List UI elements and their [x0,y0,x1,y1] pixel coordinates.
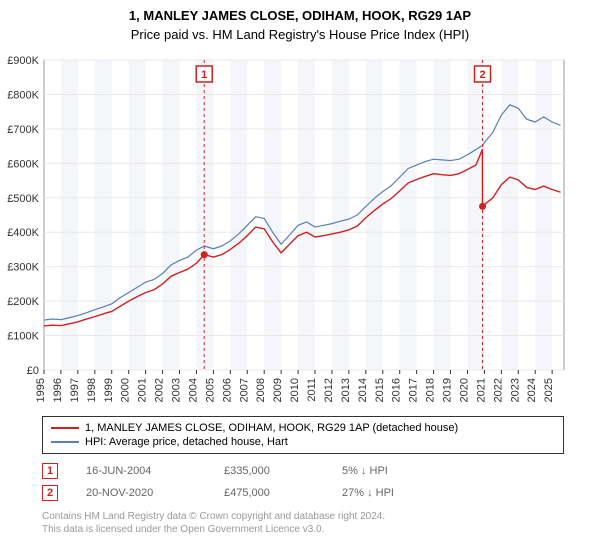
svg-text:2003: 2003 [171,378,183,402]
svg-text:2024: 2024 [526,378,538,402]
svg-text:2001: 2001 [137,378,149,402]
svg-text:2010: 2010 [289,378,301,402]
line-chart: £0 £100K £200K £300K £400K £500K £600K £700K £80… [0,50,600,410]
svg-text:2006: 2006 [221,378,233,402]
sale-price: £475,000 [224,487,314,499]
svg-text:£0: £0 [27,365,39,377]
svg-text:£700K: £700K [7,124,39,136]
sale-date: 20-NOV-2020 [86,487,196,499]
svg-text:2016: 2016 [391,378,403,402]
legend-swatch [51,427,79,429]
svg-text:2022: 2022 [492,378,504,402]
svg-text:2012: 2012 [323,378,335,402]
sale-marker-icon: 1 [42,463,58,479]
svg-text:1999: 1999 [103,378,115,402]
footer-line-1: Contains HM Land Registry data © Crown c… [42,510,564,523]
svg-text:2000: 2000 [120,378,132,402]
svg-text:£200K: £200K [7,296,39,308]
sales-table: 1 16-JUN-2004 £335,000 5% ↓ HPI 2 20-NOV-2020… [42,460,564,504]
footer-attribution: Contains HM Land Registry data © Crown c… [42,510,564,536]
svg-text:£300K: £300K [7,262,39,274]
svg-text:2023: 2023 [509,378,521,402]
sale-delta: 5% ↓ HPI [342,465,388,477]
svg-text:1995: 1995 [35,378,47,402]
svg-text:2005: 2005 [204,378,216,402]
sale-row: 1 16-JUN-2004 £335,000 5% ↓ HPI [42,460,564,482]
svg-text:2014: 2014 [357,378,369,402]
svg-text:1998: 1998 [86,378,98,402]
legend-label: 1, MANLEY JAMES CLOSE, ODIHAM, HOOK, RG2… [85,422,458,434]
svg-text:2004: 2004 [187,378,199,402]
page-subtitle: Price paid vs. HM Land Registry's House … [0,23,600,50]
svg-text:2018: 2018 [425,378,437,402]
svg-text:2015: 2015 [374,378,386,402]
chart-area: £0 £100K £200K £300K £400K £500K £600K £700K £80… [0,50,600,410]
svg-text:2008: 2008 [255,378,267,402]
svg-text:2007: 2007 [238,378,250,402]
svg-text:£800K: £800K [7,89,39,101]
svg-text:1: 1 [201,69,207,81]
page-title: 1, MANLEY JAMES CLOSE, ODIHAM, HOOK, RG2… [0,0,600,23]
legend-swatch [51,441,79,443]
svg-text:2021: 2021 [475,378,487,402]
svg-text:2019: 2019 [442,378,454,402]
legend-row: 1, MANLEY JAMES CLOSE, ODIHAM, HOOK, RG2… [51,421,555,435]
sale-row: 2 20-NOV-2020 £475,000 27% ↓ HPI [42,482,564,504]
sale-price: £335,000 [224,465,314,477]
svg-text:£600K: £600K [7,158,39,170]
svg-text:2: 2 [479,69,485,81]
svg-text:£900K: £900K [7,55,39,67]
svg-text:2025: 2025 [543,378,555,402]
sale-delta: 27% ↓ HPI [342,487,394,499]
svg-text:2009: 2009 [272,378,284,402]
legend-label: HPI: Average price, detached house, Hart [85,436,288,448]
svg-text:1996: 1996 [52,378,64,402]
sale-marker-icon: 2 [42,485,58,501]
legend-row: HPI: Average price, detached house, Hart [51,435,555,449]
svg-text:£400K: £400K [7,227,39,239]
svg-text:£500K: £500K [7,193,39,205]
footer-line-2: This data is licensed under the Open Gov… [42,523,564,536]
svg-text:2011: 2011 [306,378,318,402]
legend: 1, MANLEY JAMES CLOSE, ODIHAM, HOOK, RG2… [42,416,564,454]
svg-text:2013: 2013 [340,378,352,402]
sale-date: 16-JUN-2004 [86,465,196,477]
svg-text:£100K: £100K [7,331,39,343]
svg-text:2020: 2020 [458,378,470,402]
svg-text:1997: 1997 [69,378,81,402]
svg-text:2017: 2017 [408,378,420,402]
svg-text:2002: 2002 [154,378,166,402]
